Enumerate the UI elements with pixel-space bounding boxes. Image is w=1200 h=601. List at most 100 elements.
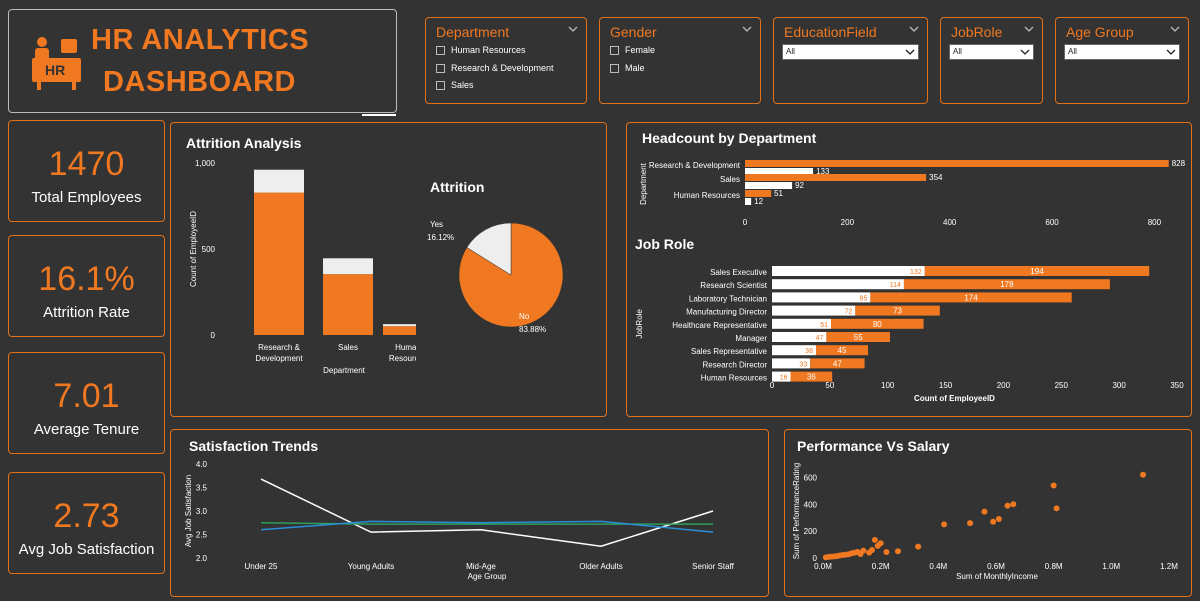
- checkbox-icon[interactable]: [436, 63, 445, 73]
- y-tick-label: 2.0: [196, 554, 208, 563]
- jobrole-dropdown[interactable]: All: [949, 44, 1034, 60]
- y-axis-label: JobRole: [635, 309, 644, 339]
- scatter-point: [981, 508, 988, 515]
- x-tick-label: 600: [1045, 218, 1059, 227]
- data-label: 16: [780, 375, 788, 382]
- department-option-rd[interactable]: Research & Development: [436, 63, 554, 73]
- data-label: 114: [890, 282, 901, 289]
- headcount-bar-chart: Department Research & Development 828 133 Sa…: [639, 159, 1185, 227]
- y-axis-label: Sum of PerformanceRating: [792, 463, 801, 560]
- education-slicer[interactable]: EducationField All: [773, 17, 928, 104]
- agegroup-slicer[interactable]: Age Group All: [1055, 17, 1189, 104]
- scatter-point: [1053, 505, 1060, 512]
- x-tick-label: 300: [1112, 381, 1126, 390]
- x-tick-label: 0.4M: [929, 562, 947, 571]
- data-label: 85: [860, 295, 868, 302]
- scatter-point: [967, 520, 974, 527]
- bar: [772, 345, 816, 356]
- bar: [323, 258, 373, 275]
- performance-title: Performance Vs Salary: [797, 438, 950, 454]
- y-tick-label: 600: [804, 473, 818, 482]
- x-axis-label: Age Group: [468, 572, 507, 581]
- department-option-hr[interactable]: Human Resources: [436, 45, 526, 55]
- bar: [383, 326, 416, 335]
- x-tick-label: Resources: [389, 354, 416, 363]
- x-axis-label: Department: [323, 366, 366, 375]
- y-tick-label: 200: [804, 527, 818, 536]
- checkbox-icon[interactable]: [610, 45, 619, 55]
- department-slicer-title: Department: [436, 24, 510, 40]
- chevron-down-icon[interactable]: [1166, 47, 1176, 57]
- y-tick-label: Sales: [720, 175, 740, 184]
- bar: [254, 169, 304, 193]
- checkbox-icon[interactable]: [436, 45, 445, 55]
- x-tick-label: 0: [743, 218, 748, 227]
- scatter-point: [883, 548, 890, 555]
- chevron-down-icon[interactable]: [568, 24, 578, 34]
- bar: [790, 371, 833, 382]
- y-axis-label: Department: [639, 162, 648, 205]
- attrition-analysis-panel: Attrition Analysis 0 500 1,000 Count of Emp…: [170, 122, 607, 417]
- pie-label-no: 83.88%: [519, 325, 546, 334]
- y-tick-label: 0: [813, 554, 818, 563]
- bar: [826, 332, 891, 342]
- y-tick-label: Manager: [735, 334, 767, 343]
- data-label: 354: [929, 173, 943, 182]
- y-axis-label: Avg Job Satisfaction: [184, 475, 193, 547]
- bar: [745, 160, 1169, 167]
- scatter-point: [871, 536, 878, 543]
- x-tick-label: 0: [770, 381, 775, 390]
- gender-option-female[interactable]: Female: [610, 45, 655, 55]
- y-tick-label: Sales Representative: [691, 347, 768, 356]
- chevron-down-icon[interactable]: [1024, 24, 1034, 34]
- data-label: 51: [820, 322, 828, 329]
- x-tick-label: Human: [395, 343, 416, 352]
- scatter-point: [1004, 502, 1011, 509]
- chevron-down-icon[interactable]: [905, 47, 915, 57]
- checkbox-icon[interactable]: [610, 63, 619, 73]
- jobrole-title: Job Role: [635, 236, 695, 252]
- jobrole-slicer[interactable]: JobRole All: [940, 17, 1043, 104]
- scatter-point: [894, 548, 901, 555]
- y-tick-label: Laboratory Technician: [689, 294, 767, 303]
- kpi-value: 7.01: [53, 377, 120, 415]
- department-option-sales[interactable]: Sales: [436, 80, 474, 90]
- education-dropdown[interactable]: All: [782, 44, 919, 60]
- bar: [815, 345, 869, 356]
- kpi-card-attrition-rate: 16.1% Attrition Rate: [8, 235, 165, 337]
- y-tick-label: 2.5: [196, 531, 208, 540]
- y-tick-label: 3.5: [196, 484, 208, 493]
- chevron-down-icon[interactable]: [1020, 47, 1030, 57]
- data-label: 73: [893, 307, 902, 316]
- chevron-down-icon[interactable]: [1170, 24, 1180, 34]
- agegroup-dropdown[interactable]: All: [1064, 44, 1180, 60]
- chevron-down-icon[interactable]: [742, 24, 752, 34]
- data-label: 55: [854, 333, 863, 342]
- gender-slicer[interactable]: Gender Female Male: [599, 17, 761, 104]
- logo-text: HR: [45, 62, 65, 78]
- x-axis-label: Count of EmployeeID: [914, 394, 995, 403]
- bar: [323, 274, 373, 335]
- x-tick-label: 200: [841, 218, 855, 227]
- y-tick-label: 4.0: [196, 460, 208, 469]
- kpi-label: Avg Job Satisfaction: [18, 541, 155, 558]
- department-slicer[interactable]: Department Human Resources Research & De…: [425, 17, 587, 104]
- chevron-down-icon[interactable]: [909, 24, 919, 34]
- satisfaction-trends-panel: Satisfaction Trends 2.0 2.5 3.0 3.5 4.0 Avg J…: [170, 429, 769, 597]
- checkbox-icon[interactable]: [436, 80, 445, 90]
- gender-slicer-title: Gender: [610, 24, 657, 40]
- jobrole-slicer-title: JobRole: [951, 24, 1003, 40]
- scatter-point: [941, 521, 948, 528]
- bar: [924, 266, 1150, 276]
- bar: [903, 279, 1110, 290]
- attrition-analysis-title: Attrition Analysis: [186, 135, 302, 151]
- scatter-point: [1050, 482, 1057, 489]
- bar: [772, 292, 871, 303]
- bar: [831, 318, 924, 329]
- x-tick-label: Under 25: [245, 562, 278, 571]
- gender-option-male[interactable]: Male: [610, 63, 645, 73]
- pie-slice: [458, 222, 564, 328]
- pie-label-yes: 16.12%: [427, 233, 454, 242]
- x-tick-label: 150: [939, 381, 953, 390]
